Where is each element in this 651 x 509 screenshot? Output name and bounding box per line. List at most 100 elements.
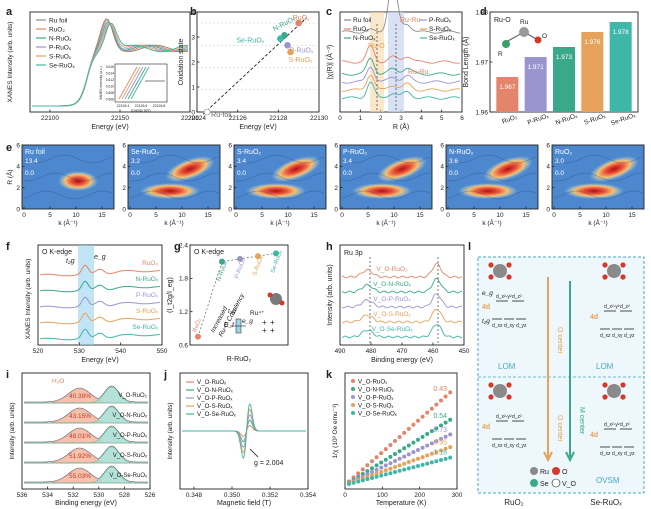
panel-e-ytick-label: 6 <box>122 142 126 149</box>
panel-l-cluster-right-top-o <box>602 262 608 268</box>
panel-e-contour <box>129 154 219 164</box>
panel-i-envelope <box>24 465 148 483</box>
panel-b-ytick-label: 3 <box>191 34 195 41</box>
panel-l-cluster-right-top-o <box>620 274 626 280</box>
panel-a-inset-ytick: 0.610 <box>106 85 114 89</box>
panel-d-bar <box>524 57 547 112</box>
panel-h-series <box>341 277 463 294</box>
panel-a-legend-label: S-RuOₓ <box>49 54 72 61</box>
panel-e-map-max: 3.6 <box>449 158 458 165</box>
panel-d-bar <box>581 32 604 112</box>
panel-l-legend-ru-marker <box>530 467 538 475</box>
panel-e-hotspot <box>58 171 98 191</box>
panel-a-inset-line <box>130 66 150 100</box>
panel-d-category: RuO₂ <box>501 113 519 125</box>
panel-h-xlabel: Binding energy (eV) <box>371 357 433 364</box>
panel-a-legend-label: Ru foil <box>49 18 68 25</box>
panel-k-legend-marker <box>351 379 355 383</box>
panel-l-cluster-left-bottom-o <box>506 394 512 400</box>
panel-e-contour <box>447 190 537 200</box>
panel-e-ytick-label: 2 <box>228 185 232 192</box>
panel-k-point <box>406 460 411 465</box>
panel-i-series-label: V_O-P-RuOₓ <box>113 433 147 439</box>
panel-e-xtick-label: 15 <box>628 212 636 219</box>
panel-l-orb-label: d_x²-y² <box>604 304 620 310</box>
panel-a-ylabel: XANES Intensity (arb. units) <box>7 22 14 103</box>
panel-e-xtick-label: 0 <box>552 212 556 219</box>
panel-a-inset-line <box>124 66 144 100</box>
panel-d-category: N-RuOₓ <box>555 112 579 127</box>
panel-a-inset-ytick: 0.616 <box>106 65 114 69</box>
panel-e-xtick-label: 10 <box>178 212 186 219</box>
panel-k-point <box>402 461 407 466</box>
panel-h-xtick-label: 460 <box>428 348 439 355</box>
panel-e-contour <box>23 154 113 164</box>
panel-k-point <box>370 470 374 475</box>
panel-e-ytick-label: 0 <box>16 206 20 213</box>
panel-k-point <box>379 465 384 470</box>
panel-e-map-name: Ru foil <box>25 149 45 156</box>
panel-i-component-h2o: H₂O <box>52 378 64 385</box>
panel-l-orb-label: d_xz <box>600 451 611 457</box>
panel-k-point <box>374 471 379 476</box>
panel-h-series <box>341 262 463 279</box>
panel-k-point <box>402 430 407 435</box>
panel-j-xtick-label: 0.348 <box>186 492 203 499</box>
panel-l-lom-right: LOM <box>596 362 614 371</box>
panel-l-cluster-right-bottom-ru <box>607 384 621 398</box>
panel-k-legend-label: V_O-Se-RuOₓ <box>358 411 398 418</box>
panel-f-xlabel: Energy (eV) <box>81 357 118 364</box>
panel-k-point <box>429 441 434 446</box>
panel-k-point <box>383 447 388 452</box>
panel-letter-a: a <box>6 6 13 18</box>
panel-i-peak-lattice <box>24 466 148 484</box>
panel-j-xtick-label: 0.354 <box>300 492 317 499</box>
panel-i-xtick-label: 532 <box>68 492 79 499</box>
panel-g-ylabel: (I_t2g/I_eg) <box>167 277 174 313</box>
panel-e-ytick-label: 2 <box>122 185 126 192</box>
panel-c-series-5 <box>341 81 461 100</box>
panel-f-series-label: S-RuOₓ <box>136 308 159 315</box>
panel-k-point <box>379 451 384 456</box>
panel-e-ytick-label: 0 <box>546 206 550 213</box>
panel-l-orb-4d: 4d <box>482 424 490 431</box>
panel-h-title: Ru 3p <box>344 250 363 257</box>
panel-e-xlabel: k (Å⁻¹) <box>58 218 77 227</box>
panel-l-cluster-right-top-o <box>620 262 626 268</box>
panel-k-point <box>393 470 397 474</box>
panel-k-point <box>420 445 425 450</box>
panel-j-xtick-label: 0.350 <box>224 492 241 499</box>
panel-e-map-name: RuO₂ <box>555 149 572 156</box>
panel-k-point <box>439 448 443 453</box>
panel-i-envelope <box>24 385 148 403</box>
panel-k-moment-label: 0.95 <box>433 439 447 446</box>
panel-a-axes <box>29 11 191 113</box>
panel-e-axes <box>233 144 327 210</box>
panel-g-cluster-o <box>267 292 273 298</box>
panel-k-moment-label: 1.16 <box>433 449 447 456</box>
panel-d-category: P-RuOₓ <box>527 112 551 126</box>
panel-e-contour <box>553 154 643 164</box>
panel-k-legend-label: V_O-S-RuOₓ <box>358 403 394 410</box>
panel-l-cluster-left-top-o <box>488 274 494 280</box>
panel-k-moment-label: 0.54 <box>433 413 447 420</box>
panel-e-ytick-label: 4 <box>228 164 232 171</box>
panel-k-point <box>397 449 402 454</box>
panel-k-point <box>448 417 453 422</box>
panel-l-label-m-center: M center <box>578 407 585 435</box>
panel-i-xtick-label: 530 <box>93 492 104 499</box>
panel-h-xtick-label: 470 <box>397 348 408 355</box>
panel-g-point <box>219 258 225 265</box>
panel-l-cluster-right-bottom-o <box>620 394 626 400</box>
panel-c-xtick-label: 2 <box>379 115 383 122</box>
panel-a-xtick-label: 22150 <box>111 115 129 122</box>
panel-b-ytick-label: 0 <box>191 109 195 116</box>
panel-k-xlabel: Temperature (K) <box>376 500 427 507</box>
panel-l-orb-label: d_z² <box>620 304 630 310</box>
panel-e-ytick-label: 4 <box>334 164 338 171</box>
panel-l-orb-label: d_xz <box>600 333 611 339</box>
panel-k-point <box>420 455 425 460</box>
panel-f-series <box>39 264 161 277</box>
panel-k-point <box>393 459 397 463</box>
